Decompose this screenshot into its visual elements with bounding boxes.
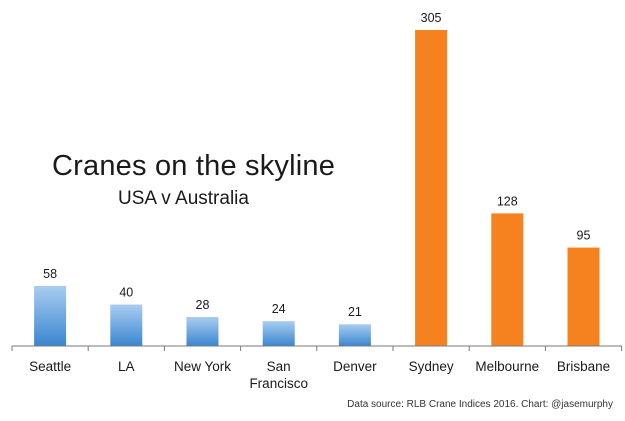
category-label: Seattle — [29, 359, 71, 374]
chart-subtitle: USA v Australia — [118, 188, 249, 209]
value-label: 40 — [119, 286, 133, 300]
category-label: Sydney — [409, 359, 454, 374]
category-label-line: Seattle — [29, 359, 71, 374]
value-label: 128 — [497, 194, 518, 208]
x-axis-ticks — [11, 346, 623, 351]
value-label: 305 — [421, 11, 442, 25]
value-label: 58 — [43, 267, 57, 281]
category-label-line: San — [267, 359, 291, 374]
bar-seattle — [34, 285, 67, 346]
value-label: 24 — [272, 302, 286, 316]
bar-sydney — [415, 30, 448, 346]
chart-title: Cranes on the skyline — [52, 150, 336, 182]
category-label-line: New York — [174, 359, 231, 374]
bar-melbourne — [491, 213, 524, 346]
category-label-line: Brisbane — [557, 359, 610, 374]
category-label: Melbourne — [475, 359, 539, 374]
bar-san-francisco — [262, 321, 295, 346]
category-label: Denver — [333, 359, 377, 374]
value-label: 95 — [577, 229, 591, 243]
bar-brisbane — [567, 247, 600, 346]
category-label-line: Melbourne — [475, 359, 539, 374]
category-labels-group: Seattle LA New York San Francisco Denver Sydne… — [29, 359, 610, 391]
bar-denver — [338, 324, 371, 346]
data-source-note: Data source: RLB Crane Indices 2016. Cha… — [347, 399, 613, 410]
category-label-line: Francisco — [249, 376, 308, 391]
value-label: 28 — [196, 298, 210, 312]
bar-la — [110, 304, 143, 346]
category-label: New York — [174, 359, 231, 374]
category-label-line: LA — [118, 359, 135, 374]
category-label-line: Sydney — [409, 359, 454, 374]
bars-group — [34, 30, 600, 346]
value-label: 21 — [348, 305, 362, 319]
category-label: Brisbane — [557, 359, 610, 374]
category-label: San Francisco — [249, 359, 308, 391]
category-label: LA — [118, 359, 135, 374]
bar-new-york — [186, 316, 219, 346]
value-labels-group: 58 40 28 24 21 305 128 95 — [43, 11, 590, 319]
category-label-line: Denver — [333, 359, 377, 374]
